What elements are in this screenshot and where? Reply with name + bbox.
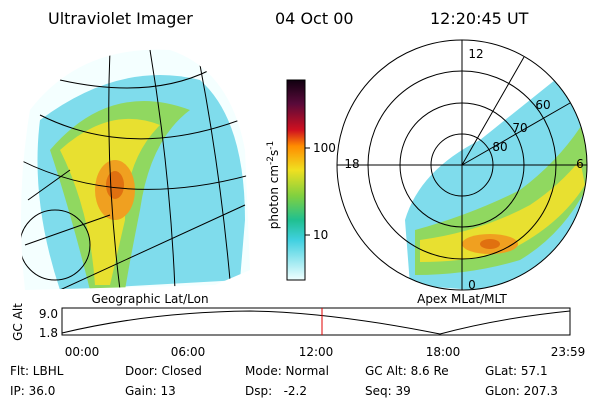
mlt-label: 0 bbox=[468, 278, 476, 292]
time-label: 06:00 bbox=[171, 345, 206, 359]
altitude-axis-label: GC Alt bbox=[11, 303, 25, 341]
time-label: 12:00 bbox=[299, 345, 334, 359]
time: 12:20:45 UT bbox=[430, 9, 529, 28]
info-field: Flt: LBHL bbox=[10, 364, 64, 378]
info-field: Mode: Normal bbox=[245, 364, 329, 378]
geo-image bbox=[21, 49, 250, 291]
altitude-curve bbox=[61, 310, 571, 335]
mlt-label: 6 bbox=[576, 157, 584, 171]
time-label: 18:00 bbox=[426, 345, 461, 359]
lat-label: 80 bbox=[492, 140, 507, 154]
mlt-label: 18 bbox=[344, 157, 359, 171]
time-label: 00:00 bbox=[65, 345, 100, 359]
mlt-label: 12 bbox=[468, 47, 483, 61]
geo-label: Geographic Lat/Lon bbox=[91, 292, 208, 306]
info-field: IP: 36.0 bbox=[10, 384, 55, 398]
polar-image bbox=[337, 40, 587, 290]
info-field: Seq: 39 bbox=[365, 384, 411, 398]
colorbar bbox=[286, 79, 306, 281]
polar-label: Apex MLat/MLT bbox=[417, 292, 507, 306]
title: Ultraviolet Imager bbox=[48, 9, 193, 28]
colorbar-tick-label: 100 bbox=[313, 141, 336, 155]
info-field: Dsp: -2.2 bbox=[245, 384, 307, 398]
colorbar-tick-label: 10 bbox=[313, 228, 328, 242]
altitude-tick: 1.8 bbox=[39, 326, 58, 340]
info-field: Gain: 13 bbox=[125, 384, 176, 398]
lat-label: 70 bbox=[512, 121, 527, 135]
colorbar-label: photon cm-2s-1 bbox=[266, 141, 281, 230]
lat-label: 60 bbox=[535, 98, 550, 112]
time-label: 23:59 bbox=[551, 345, 586, 359]
info-field: GC Alt: 8.6 Re bbox=[365, 364, 449, 378]
info-field: GLon: 207.3 bbox=[485, 384, 558, 398]
altitude-frame bbox=[61, 307, 571, 336]
info-field: Door: Closed bbox=[125, 364, 202, 378]
info: Flt: LBHL Door: Closed Mode: Normal GC Alt:… bbox=[10, 364, 558, 398]
info-field: GLat: 57.1 bbox=[485, 364, 548, 378]
altitude-tick: 9.0 bbox=[39, 307, 58, 321]
date: 04 Oct 00 bbox=[275, 9, 354, 28]
